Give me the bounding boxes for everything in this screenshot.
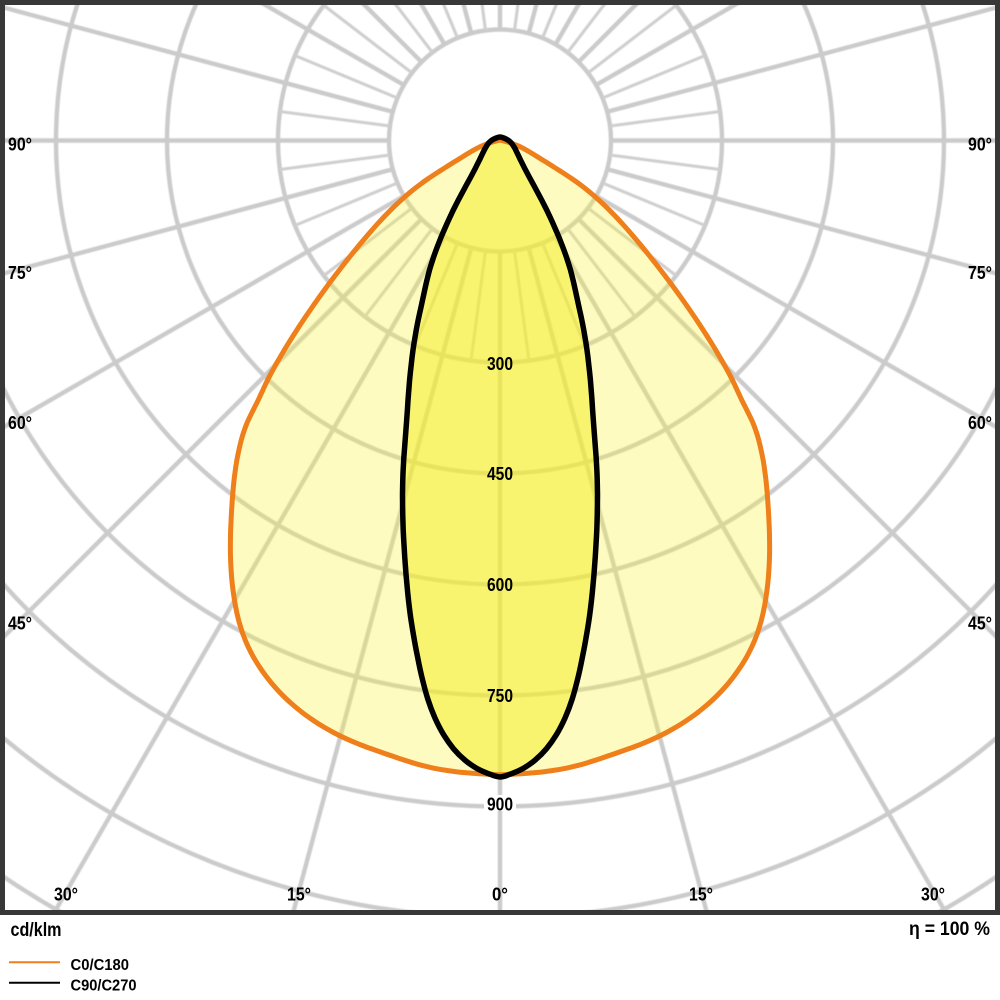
svg-text:450: 450 — [487, 464, 513, 484]
svg-text:750: 750 — [487, 686, 513, 706]
svg-text:45°: 45° — [8, 614, 32, 634]
svg-text:75°: 75° — [8, 263, 32, 283]
svg-text:60°: 60° — [968, 413, 992, 433]
svg-text:600: 600 — [487, 575, 513, 595]
svg-text:C0/C180: C0/C180 — [71, 957, 130, 974]
svg-text:30°: 30° — [54, 885, 78, 905]
svg-text:15°: 15° — [287, 885, 311, 905]
svg-text:η = 100 %: η = 100 % — [909, 919, 990, 940]
svg-text:30°: 30° — [921, 885, 945, 905]
svg-text:15°: 15° — [689, 885, 713, 905]
svg-text:300: 300 — [487, 354, 513, 374]
svg-text:45°: 45° — [968, 614, 992, 634]
svg-text:C90/C270: C90/C270 — [71, 978, 137, 995]
svg-text:0°: 0° — [492, 885, 508, 905]
svg-text:cd/klm: cd/klm — [11, 920, 62, 941]
svg-text:75°: 75° — [968, 263, 992, 283]
svg-text:60°: 60° — [8, 413, 32, 433]
svg-text:900: 900 — [487, 795, 513, 815]
svg-text:90°: 90° — [968, 135, 992, 155]
svg-text:90°: 90° — [8, 135, 32, 155]
